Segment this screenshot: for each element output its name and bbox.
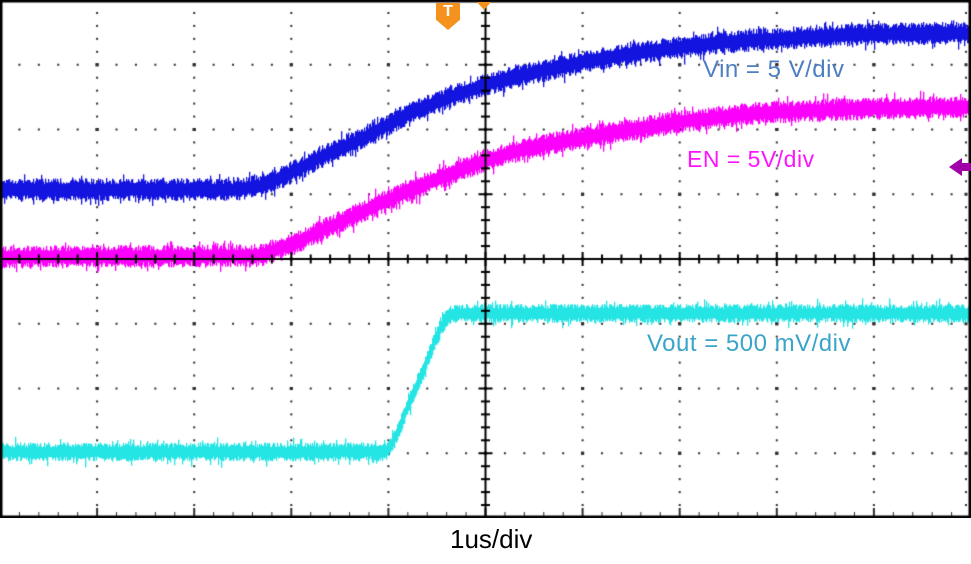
timebase-label: 1us/div: [450, 524, 533, 554]
trace-label-vout: Vout = 500 mV/div: [647, 330, 851, 357]
waveform-plot-canvas: [0, 0, 971, 518]
arrow-tail: [962, 163, 971, 171]
trace-label-en: EN = 5V/div: [687, 146, 815, 172]
trigger-level-arrow-icon: [949, 158, 971, 176]
trigger-badge-label: T: [443, 3, 453, 20]
trace-label-vin: Vin = 5 V/div: [703, 56, 845, 83]
trigger-position-icon: [477, 2, 491, 10]
arrow-head: [949, 158, 962, 176]
